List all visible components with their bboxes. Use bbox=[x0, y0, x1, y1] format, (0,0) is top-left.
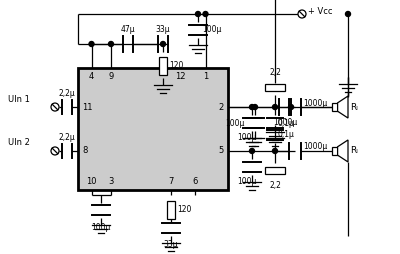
Text: 33μ: 33μ bbox=[164, 240, 178, 249]
Polygon shape bbox=[338, 96, 348, 118]
Circle shape bbox=[346, 11, 350, 17]
Bar bbox=[332, 103, 338, 111]
Bar bbox=[265, 84, 285, 90]
Text: 2,2μ: 2,2μ bbox=[59, 89, 75, 98]
Text: 1: 1 bbox=[203, 72, 208, 81]
Text: Rₗ: Rₗ bbox=[350, 103, 358, 112]
Text: 100μ: 100μ bbox=[237, 177, 257, 186]
Text: 5: 5 bbox=[219, 147, 224, 155]
Bar bbox=[167, 201, 175, 219]
Bar bbox=[78, 68, 228, 190]
Circle shape bbox=[160, 41, 166, 46]
Text: 6: 6 bbox=[192, 177, 198, 186]
Bar bbox=[159, 57, 167, 75]
Text: 2,2: 2,2 bbox=[269, 181, 281, 190]
Text: 120: 120 bbox=[177, 205, 191, 214]
Text: 100μ: 100μ bbox=[226, 119, 245, 128]
Text: 120: 120 bbox=[169, 61, 183, 71]
Bar bbox=[332, 147, 338, 155]
Text: 8: 8 bbox=[82, 147, 87, 155]
Text: 100μ: 100μ bbox=[237, 133, 257, 142]
Text: 1000μ: 1000μ bbox=[273, 118, 297, 127]
Text: 2,2μ: 2,2μ bbox=[59, 133, 75, 142]
Circle shape bbox=[298, 10, 306, 18]
Circle shape bbox=[196, 11, 200, 17]
Text: UIn 2: UIn 2 bbox=[8, 138, 30, 148]
Text: 7: 7 bbox=[168, 177, 174, 186]
Circle shape bbox=[250, 105, 254, 109]
Polygon shape bbox=[338, 140, 348, 162]
Text: 12: 12 bbox=[175, 72, 185, 81]
Text: 100μ: 100μ bbox=[202, 25, 221, 35]
Text: 1000μ: 1000μ bbox=[303, 142, 327, 151]
Circle shape bbox=[203, 11, 208, 17]
Text: 1000μ: 1000μ bbox=[303, 99, 327, 107]
Text: 0,1μ: 0,1μ bbox=[278, 119, 295, 128]
Circle shape bbox=[272, 148, 278, 153]
Text: 2: 2 bbox=[219, 103, 224, 112]
Text: 100μ: 100μ bbox=[92, 223, 111, 232]
Text: 9: 9 bbox=[108, 72, 114, 81]
Circle shape bbox=[108, 41, 114, 46]
Text: 4: 4 bbox=[89, 72, 94, 81]
Text: 0,1μ: 0,1μ bbox=[278, 131, 295, 139]
Bar bbox=[265, 167, 285, 174]
Circle shape bbox=[89, 41, 94, 46]
Text: 10: 10 bbox=[86, 177, 97, 186]
Circle shape bbox=[250, 148, 254, 153]
Circle shape bbox=[252, 105, 258, 109]
Text: UIn 1: UIn 1 bbox=[8, 94, 30, 104]
Text: + Vcc: + Vcc bbox=[308, 8, 332, 17]
Circle shape bbox=[51, 147, 59, 155]
Circle shape bbox=[51, 103, 59, 111]
Text: 2,2: 2,2 bbox=[269, 68, 281, 77]
Text: 33μ: 33μ bbox=[156, 25, 170, 34]
Text: 3: 3 bbox=[108, 177, 114, 186]
Text: Rₗ: Rₗ bbox=[350, 147, 358, 155]
Text: 47μ: 47μ bbox=[121, 25, 135, 34]
Circle shape bbox=[272, 105, 278, 109]
Circle shape bbox=[288, 105, 294, 109]
Text: 11: 11 bbox=[82, 103, 92, 112]
